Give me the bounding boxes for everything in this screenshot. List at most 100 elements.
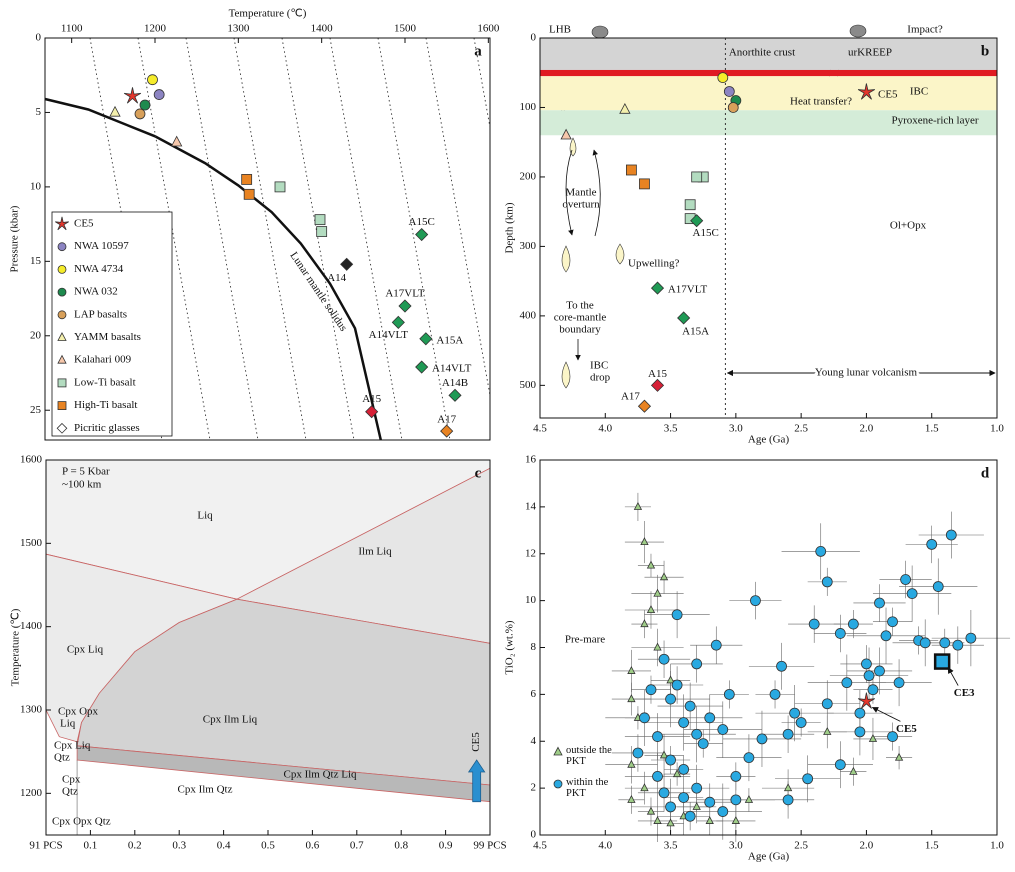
y-tick-label: 10 [30, 180, 42, 192]
annotation: core-mantle [554, 312, 607, 324]
data-point [834, 759, 846, 771]
x-tick-label: 2.5 [794, 840, 808, 852]
data-point [776, 660, 787, 672]
annotation: overturn [562, 199, 600, 211]
region-label: Cpx Ilm Liq [203, 714, 258, 726]
annotation: CE5 [878, 89, 898, 101]
data-point [821, 698, 833, 710]
data-point [171, 135, 183, 147]
annotation: boundary [559, 324, 601, 336]
data-point [560, 128, 572, 140]
data-point [626, 164, 637, 176]
data-point [690, 214, 704, 228]
annotation: Impact? [907, 24, 943, 36]
legend-marker [57, 354, 67, 364]
data-point [659, 750, 669, 759]
data-point [863, 670, 875, 682]
point-label: A15C [693, 227, 719, 239]
data-point [874, 597, 885, 609]
data-point [653, 816, 662, 824]
y-tick-label: 25 [30, 404, 42, 416]
data-point [744, 794, 754, 803]
x-tick-label: 3.0 [729, 840, 743, 852]
adiabat [377, 37, 451, 441]
adiabat [185, 37, 259, 441]
layer [540, 110, 997, 136]
y-tick-label: 0 [36, 32, 42, 44]
data-point [717, 72, 729, 83]
data-point [678, 763, 690, 775]
ce5-arrow [467, 759, 486, 803]
point-label: A15A [682, 325, 709, 337]
y-tick-label: 500 [520, 379, 537, 391]
x-axis-title: Temperature (℃) [229, 8, 307, 20]
point-label: A15C [409, 216, 435, 228]
adiabat [233, 37, 307, 441]
point-label: CE5 [896, 723, 917, 735]
point-label: CE3 [954, 687, 975, 699]
layer-label: Pyroxene-rich layer [891, 115, 978, 127]
data-point [926, 538, 938, 550]
legend-marker [57, 264, 67, 274]
data-point [932, 581, 944, 592]
data-point [314, 214, 326, 226]
region-label: Cpx Liq [67, 644, 104, 656]
adiabat [473, 37, 491, 128]
legend-label: NWA 4734 [74, 263, 124, 275]
x-tick-label: 0.2 [128, 840, 142, 852]
data-point [808, 618, 820, 630]
data-point [705, 816, 714, 824]
data-point [723, 86, 735, 97]
data-point [415, 360, 429, 374]
data-point [665, 801, 676, 813]
annotation: Cpx Ilm Qtz [178, 784, 233, 796]
data-point [730, 771, 742, 782]
y-tick-label: 1300 [20, 704, 43, 716]
annotation: Qtz [62, 786, 78, 798]
layer [540, 38, 997, 70]
layer [540, 76, 997, 111]
x-tick-label: 2.0 [860, 423, 874, 435]
legend-marker [55, 216, 69, 231]
data-point [727, 102, 739, 113]
legend-entry: outside the PKT [566, 745, 612, 767]
pointer [947, 667, 959, 686]
data-point [691, 728, 703, 740]
legend-box [51, 211, 173, 437]
data-point [134, 108, 146, 120]
data-point [965, 632, 977, 644]
data-point [243, 188, 255, 200]
region-label: Cpx Ilm Qtz Liq [283, 769, 357, 781]
data-point [795, 717, 807, 728]
data-point [419, 332, 433, 346]
y-tick-label: 100 [520, 101, 537, 113]
x-tick-label: 1600 [477, 23, 500, 35]
x-tick-label: 0.8 [394, 840, 408, 852]
data-point [841, 677, 853, 689]
curve [44, 97, 383, 441]
legend-marker [57, 378, 67, 388]
data-point [665, 754, 676, 766]
y-tick-label: 400 [520, 309, 537, 321]
data-point [750, 595, 761, 607]
data-point [646, 605, 656, 614]
x-tick-label: 3.0 [729, 423, 743, 435]
data-point [684, 810, 696, 822]
data-point [123, 87, 142, 104]
data-point [340, 257, 354, 271]
data-point [448, 388, 462, 402]
data-point [653, 588, 662, 597]
data-point [316, 226, 328, 237]
legend-marker [57, 287, 67, 297]
annotation: Cpx Opx [58, 706, 99, 718]
data-point [815, 546, 827, 557]
legend-label: within the PKT [566, 777, 609, 799]
x-tick-label: 1200 [144, 23, 167, 35]
data-point [697, 738, 709, 749]
data-point [730, 794, 742, 806]
data-point [684, 700, 696, 712]
annotation: Heat transfer? [790, 96, 852, 108]
data-point [650, 281, 665, 295]
annotation: P = 5 Kbar [62, 466, 110, 478]
